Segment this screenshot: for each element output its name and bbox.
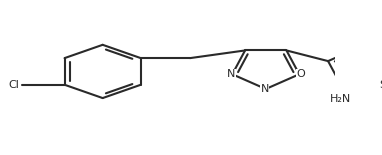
Text: O: O — [296, 69, 304, 79]
Text: N: N — [227, 69, 235, 79]
Text: S: S — [380, 80, 382, 90]
Text: N: N — [261, 84, 269, 94]
Text: Cl: Cl — [9, 80, 19, 90]
Text: H₂N: H₂N — [330, 94, 351, 104]
